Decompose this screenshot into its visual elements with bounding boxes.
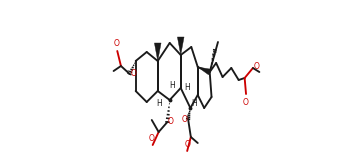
Text: O: O bbox=[184, 139, 190, 149]
Polygon shape bbox=[155, 43, 161, 61]
Text: O: O bbox=[130, 70, 136, 79]
Text: II: II bbox=[126, 71, 130, 76]
Text: O: O bbox=[168, 118, 174, 126]
Text: O: O bbox=[254, 62, 260, 71]
Text: O: O bbox=[182, 115, 188, 124]
Polygon shape bbox=[198, 67, 211, 75]
Text: O: O bbox=[149, 133, 155, 142]
Text: H: H bbox=[184, 83, 190, 92]
Text: O: O bbox=[243, 98, 249, 107]
Text: H: H bbox=[156, 98, 161, 108]
Text: H: H bbox=[191, 98, 197, 108]
Text: H: H bbox=[170, 82, 175, 90]
Polygon shape bbox=[177, 37, 184, 55]
Text: O: O bbox=[113, 39, 119, 48]
